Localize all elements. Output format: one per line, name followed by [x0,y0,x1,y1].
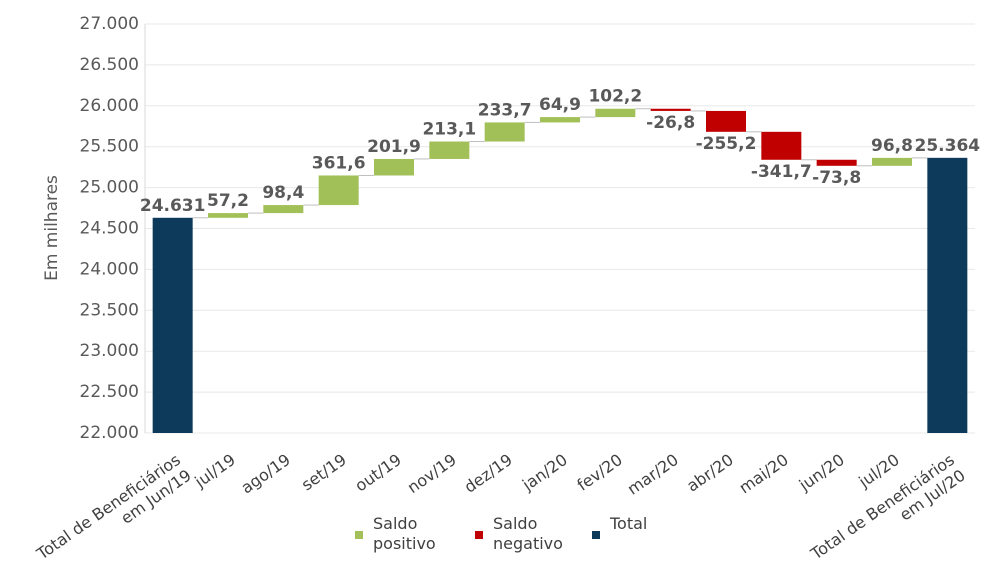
y-tick-label: 24.000 [80,259,139,279]
bar [872,157,912,166]
y-tick-label: 22.500 [80,382,139,402]
bar [208,213,248,218]
data-label: 201,9 [367,137,421,157]
y-tick-label: 27.000 [80,14,139,34]
y-tick-label: 26.500 [80,55,139,75]
data-label: 25.364 [915,136,981,156]
y-axis-label: Em milhares [42,175,62,281]
bar [152,217,193,433]
y-tick-label: 25.500 [80,137,139,157]
bar [429,141,470,159]
data-label: 233,7 [478,100,532,120]
data-label: 98,4 [262,183,304,203]
y-tick-label: 23.000 [80,341,139,361]
bar [540,117,580,123]
bar [374,158,414,176]
y-tick-label: 23.500 [80,300,139,320]
legend-label: Saldo negativo [493,514,563,553]
legend-label: Saldo positivo [373,514,436,553]
data-label: -341,7 [751,162,812,182]
bar [263,205,304,214]
y-tick-label: 26.000 [80,96,139,116]
data-label: 24.631 [140,196,206,216]
bar [706,110,746,132]
legend-marker [355,531,363,539]
data-label: -255,2 [696,134,757,154]
data-label: 213,1 [422,120,476,140]
y-tick-label: 25.000 [80,178,139,198]
bar [484,122,525,142]
bar [595,108,636,118]
bar [816,159,857,166]
data-label: 57,2 [207,191,249,211]
y-tick-label: 22.000 [80,423,139,443]
bar [927,157,968,433]
data-label: 361,6 [312,153,366,173]
bar [650,108,691,111]
legend-marker [475,531,483,539]
y-tick-label: 24.500 [80,219,139,239]
bar [318,175,359,206]
data-label: 96,8 [871,136,913,156]
legend-marker [592,531,600,539]
bar [761,131,802,160]
data-label: -26,8 [646,113,695,133]
legend-label: Total [610,514,648,533]
data-label: -73,8 [812,168,861,188]
data-label: 102,2 [588,87,642,107]
data-label: 64,9 [539,95,581,115]
